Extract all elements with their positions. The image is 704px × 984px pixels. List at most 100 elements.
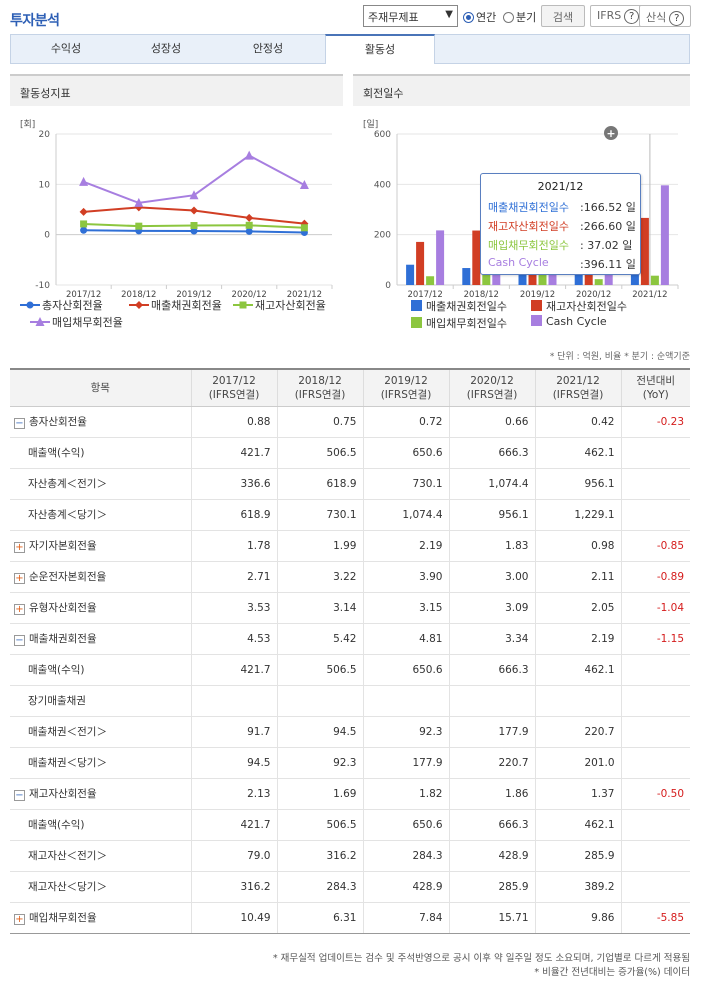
bar	[416, 241, 425, 285]
tab-profitability[interactable]: 수익성	[50, 42, 82, 55]
tooltip-label: 재고자산회전일수	[488, 220, 569, 233]
legend-item[interactable]: 매입채무회전율	[30, 314, 123, 330]
column-header: 전년대비 (YoY)	[620, 368, 690, 407]
legend-item[interactable]: Cash Cycle	[531, 315, 607, 328]
tooltip-value: :166.52 일	[580, 201, 636, 214]
ifrs-button[interactable]: IFRS?	[590, 5, 647, 27]
legend-item[interactable]: 매출채권회전일수	[411, 298, 507, 314]
data-point	[245, 213, 254, 222]
column-header-sublabel: (IFRS연결)	[466, 388, 518, 401]
tab-growth[interactable]: 성장성	[150, 42, 182, 55]
value-cell: 177.9	[362, 747, 449, 779]
value-cell: 428.9	[448, 840, 535, 872]
x-tick-label: 2018/12	[464, 290, 499, 300]
row-label-cell[interactable]: + 순운전자본회전율	[10, 561, 191, 593]
value-cell: 2.11	[534, 561, 621, 593]
legend-item[interactable]: 재고자산회전율	[233, 297, 326, 313]
turnover-days-panel-title: 회전일수	[353, 76, 690, 106]
value-cell: 15.71	[448, 902, 535, 934]
expand-icon[interactable]: +	[14, 573, 25, 584]
row-label: 자기자본회전율	[29, 540, 97, 552]
row-label-cell: 장기매출채권	[10, 685, 191, 717]
legend-item[interactable]: 총자산회전율	[20, 297, 103, 313]
table-row: 장기매출채권	[10, 685, 690, 717]
column-header-sublabel: (IFRS연결)	[294, 388, 346, 401]
value-cell: 2.13	[190, 778, 277, 810]
yoy-cell: -1.04	[620, 592, 690, 624]
expand-icon[interactable]: +	[14, 542, 25, 553]
table-row: 재고자산＜당기＞ 316.2 284.3 428.9 285.9 389.2	[10, 871, 690, 903]
radio-annual-label: 연간	[476, 11, 497, 24]
legend-item[interactable]: 매출채권회전율	[129, 297, 222, 313]
legend-item[interactable]: 재고자산회전일수	[531, 298, 627, 314]
value-cell	[362, 685, 449, 717]
search-button[interactable]: 검색	[541, 5, 585, 27]
statement-type-value: 주재무제표	[368, 11, 419, 24]
value-cell: 1,074.4	[448, 468, 535, 500]
column-header-sublabel: (IFRS연결)	[380, 388, 432, 401]
row-label-cell[interactable]: − 매출채권회전율	[10, 623, 191, 655]
collapse-icon[interactable]: −	[14, 418, 25, 429]
row-label-cell[interactable]: + 유형자산회전율	[10, 592, 191, 624]
value-cell: 0.72	[362, 406, 449, 438]
yoy-cell	[620, 809, 690, 841]
activity-ratio-panel: 활동성지표 [회] -10 0 10 20 2017/12 2018/12 2019/12 20…	[10, 74, 343, 336]
value-cell: 0.88	[190, 406, 277, 438]
expand-icon[interactable]: +	[14, 604, 25, 615]
y-tick-label: 20	[39, 130, 51, 140]
value-cell: 428.9	[362, 871, 449, 903]
bar	[650, 275, 659, 285]
column-header: 2020/12 (IFRS연결)	[448, 368, 535, 407]
row-label-cell: 매출액(수익)	[10, 437, 191, 469]
data-point	[134, 197, 144, 207]
y-tick-label: 0	[44, 231, 50, 241]
column-header-label: 2017/12	[212, 374, 256, 387]
value-cell: 284.3	[276, 871, 363, 903]
activity-ratio-panel-title: 활동성지표	[10, 76, 343, 106]
yoy-cell	[620, 437, 690, 469]
tab-activity[interactable]: 활동성	[325, 34, 435, 64]
square-marker-icon	[233, 301, 253, 309]
formula-button[interactable]: 산식?	[639, 5, 692, 27]
value-cell: 650.6	[362, 809, 449, 841]
collapse-icon[interactable]: −	[14, 790, 25, 801]
value-cell: 6.31	[276, 902, 363, 934]
column-header-sublabel: (YoY)	[642, 388, 669, 401]
row-label-cell[interactable]: + 자기자본회전율	[10, 530, 191, 562]
formula-label: 산식	[646, 11, 667, 24]
tooltip-value: :396.11 일	[580, 258, 636, 271]
tooltip-row: 매입채무회전일수 : 37.02 일	[488, 235, 633, 254]
tooltip-title: 2021/12	[537, 180, 584, 193]
data-point	[245, 221, 253, 229]
value-cell: 7.84	[362, 902, 449, 934]
row-label-cell[interactable]: + 매입채무회전율	[10, 902, 191, 934]
legend-label: 재고자산회전율	[255, 299, 326, 312]
data-point	[190, 227, 198, 235]
row-label-cell[interactable]: − 재고자산회전율	[10, 778, 191, 810]
radio-unselected-icon	[503, 12, 514, 23]
collapse-icon[interactable]: −	[14, 635, 25, 646]
expand-icon[interactable]: +	[14, 914, 25, 925]
y-axis-unit-label: [일]	[363, 119, 378, 130]
yoy-cell	[620, 654, 690, 686]
legend-item[interactable]: 매입채무회전일수	[411, 315, 507, 331]
value-cell: 1.86	[448, 778, 535, 810]
row-label-cell[interactable]: − 총자산회전율	[10, 406, 191, 438]
table-row: + 매입채무회전율 10.49 6.31 7.84 15.71 9.86 -5.85	[10, 902, 690, 934]
radio-annual[interactable]: 연간	[463, 9, 496, 25]
value-cell: 956.1	[534, 468, 621, 500]
statement-type-select[interactable]: 주재무제표 ▼	[363, 5, 458, 27]
tab-stability[interactable]: 안정성	[252, 42, 284, 55]
radio-quarter[interactable]: 분기	[503, 9, 536, 25]
help-icon: ?	[669, 11, 685, 26]
value-cell: 3.90	[362, 561, 449, 593]
column-header: 2017/12 (IFRS연결)	[190, 368, 277, 407]
data-point	[135, 222, 143, 230]
x-tick-label: 2017/12	[66, 290, 101, 300]
value-cell: 956.1	[448, 499, 535, 531]
data-point	[189, 190, 199, 200]
yoy-cell	[620, 499, 690, 531]
value-cell: 92.3	[276, 747, 363, 779]
green-square-icon	[411, 317, 422, 328]
tooltip-value: : 37.02 일	[580, 239, 633, 252]
